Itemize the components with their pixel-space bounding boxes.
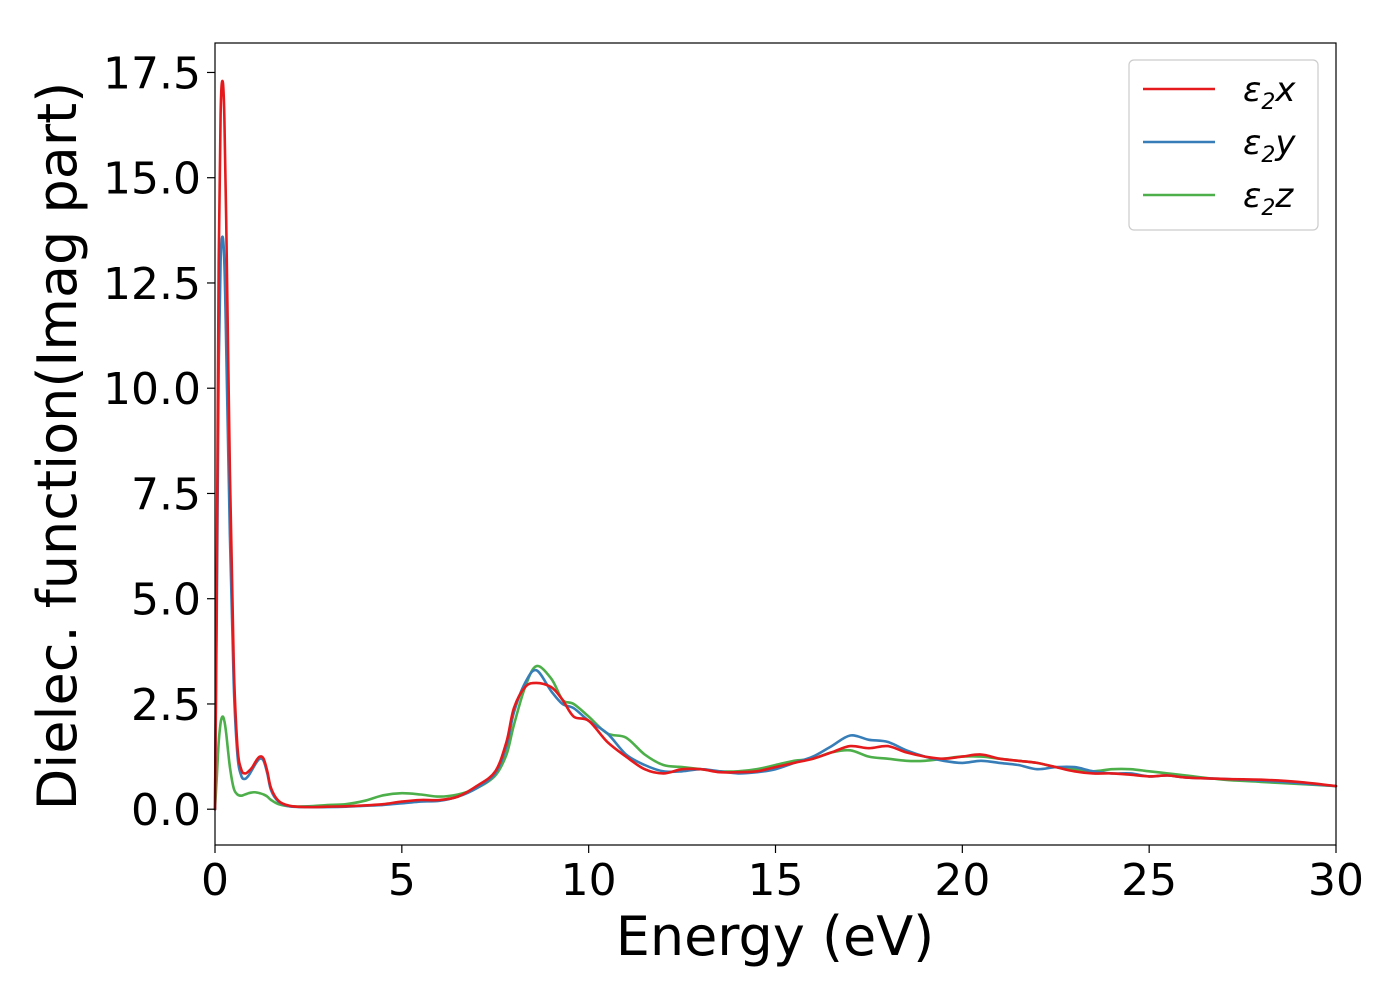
- legend-component: y: [1274, 123, 1296, 163]
- legend-symbol: ε: [1243, 70, 1261, 110]
- legend-label-y: ε2y: [1243, 123, 1296, 168]
- legend-component: x: [1274, 70, 1296, 110]
- y-axis-label: Dielec. function(Imag part): [26, 82, 89, 811]
- legend-subscript: 2: [1261, 196, 1275, 221]
- x-tick-label: 0: [201, 855, 229, 906]
- legend-subscript: 2: [1261, 90, 1275, 115]
- y-tick-label: 0.0: [131, 785, 201, 836]
- legend-label-x: ε2x: [1243, 70, 1296, 115]
- series-line-y: [213, 235, 1338, 811]
- x-axis-label: Energy (eV): [616, 905, 935, 968]
- legend-symbol: ε: [1243, 176, 1261, 216]
- legend-component: z: [1274, 176, 1294, 216]
- y-tick-label: 10.0: [103, 364, 201, 415]
- x-tick-label: 25: [1121, 855, 1177, 906]
- series-layer: [213, 79, 1338, 811]
- y-axis-ticks: 0.0 2.5 5.0 7.5 10.0 12.5 15.0 17.5: [103, 48, 215, 836]
- y-tick-label: 2.5: [131, 680, 201, 731]
- x-tick-label: 20: [934, 855, 990, 906]
- x-tick-label: 5: [388, 855, 416, 906]
- y-tick-label: 5.0: [131, 575, 201, 626]
- y-tick-label: 7.5: [131, 469, 201, 520]
- series-line-x: [213, 79, 1338, 811]
- x-tick-label: 30: [1308, 855, 1364, 906]
- legend-frame: [1128, 59, 1319, 231]
- legend-label-z: ε2z: [1243, 176, 1294, 221]
- y-tick-label: 15.0: [103, 154, 201, 205]
- y-tick-label: 17.5: [103, 48, 201, 99]
- legend-symbol: ε: [1243, 123, 1261, 163]
- x-axis-ticks: 0 5 10 15 20 25 30: [201, 845, 1364, 906]
- x-tick-label: 10: [561, 855, 617, 906]
- y-tick-label: 12.5: [103, 259, 201, 310]
- x-tick-label: 15: [748, 855, 804, 906]
- legend-subscript: 2: [1261, 143, 1275, 168]
